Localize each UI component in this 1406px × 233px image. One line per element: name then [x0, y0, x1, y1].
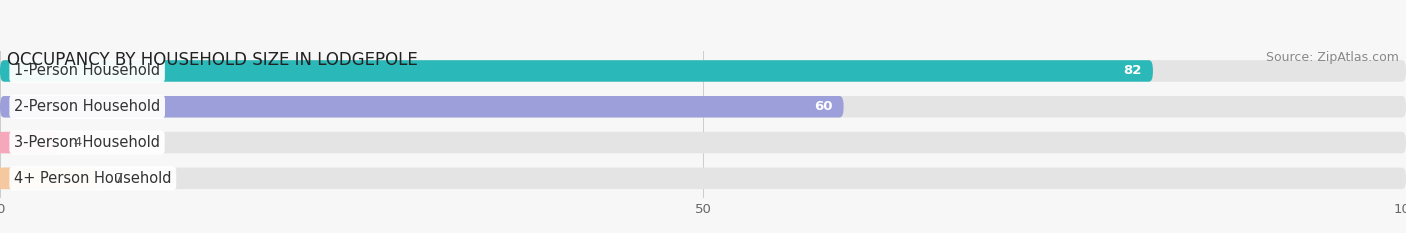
Text: 4+ Person Household: 4+ Person Household [14, 171, 172, 186]
FancyBboxPatch shape [0, 168, 98, 189]
FancyBboxPatch shape [0, 132, 56, 153]
Text: 60: 60 [814, 100, 832, 113]
FancyBboxPatch shape [0, 132, 1406, 153]
Text: OCCUPANCY BY HOUSEHOLD SIZE IN LODGEPOLE: OCCUPANCY BY HOUSEHOLD SIZE IN LODGEPOLE [7, 51, 418, 69]
Text: Source: ZipAtlas.com: Source: ZipAtlas.com [1265, 51, 1399, 64]
Text: 4: 4 [73, 136, 82, 149]
Text: 2-Person Household: 2-Person Household [14, 99, 160, 114]
FancyBboxPatch shape [0, 168, 1406, 189]
FancyBboxPatch shape [0, 60, 1406, 82]
Text: 3-Person Household: 3-Person Household [14, 135, 160, 150]
Text: 1-Person Household: 1-Person Household [14, 63, 160, 79]
Text: 82: 82 [1123, 65, 1142, 77]
FancyBboxPatch shape [0, 60, 1153, 82]
FancyBboxPatch shape [0, 96, 1406, 117]
Text: 7: 7 [115, 172, 124, 185]
FancyBboxPatch shape [0, 96, 844, 117]
